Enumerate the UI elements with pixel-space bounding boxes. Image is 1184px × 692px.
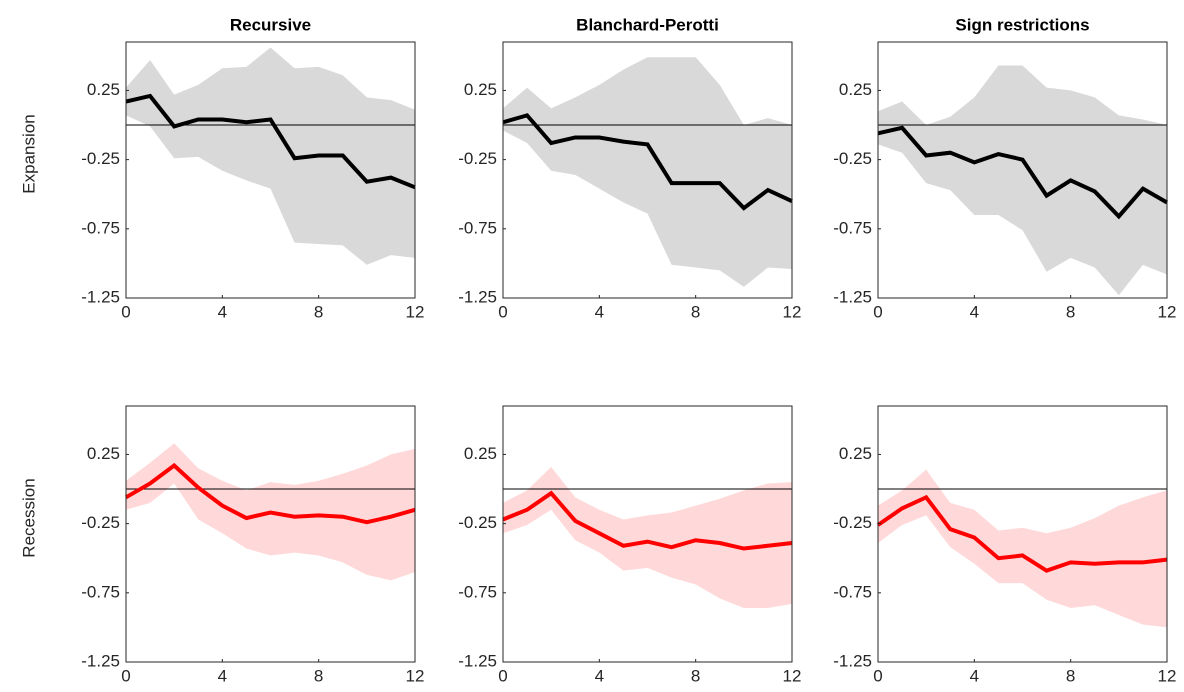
- response-line: [876, 494, 1168, 573]
- axes-frame: [877, 405, 1168, 663]
- y-tick-label: -0.75: [81, 218, 120, 237]
- x-tick-label: 0: [498, 666, 507, 685]
- y-tick-label: -0.75: [81, 582, 120, 601]
- axes-frame: [502, 41, 793, 299]
- response-line: [502, 113, 793, 211]
- x-tick-label: 12: [783, 302, 802, 321]
- subplot-title: Recursive: [230, 15, 311, 34]
- confidence-band: [878, 65, 1167, 296]
- confidence-band: [503, 466, 792, 609]
- subplot-title: Blanchard-Perotti: [576, 15, 719, 34]
- x-tick-label: 4: [970, 302, 979, 321]
- x-tick-label: 0: [873, 302, 882, 321]
- confidence-band: [126, 47, 415, 265]
- y-tick-label: 0.25: [87, 444, 120, 463]
- x-tick-label: 0: [121, 666, 130, 685]
- x-tick-label: 12: [783, 666, 802, 685]
- x-tick-label: 12: [1158, 666, 1177, 685]
- y-tick-label: -0.75: [458, 582, 497, 601]
- y-tick-label: 0.25: [464, 444, 497, 463]
- y-tick-label: -1.25: [81, 651, 120, 670]
- y-tick-label: 0.25: [839, 444, 872, 463]
- y-tick-label: 0.25: [464, 80, 497, 99]
- y-tick-label: -0.25: [458, 149, 497, 168]
- x-tick-label: 4: [970, 666, 979, 685]
- axes-frame: [125, 41, 416, 299]
- y-tick-label: -1.25: [833, 651, 872, 670]
- response-line: [125, 462, 416, 525]
- y-tick-label: -0.25: [833, 149, 872, 168]
- axes-frame: [502, 405, 793, 663]
- y-tick-label: -1.25: [833, 287, 872, 306]
- confidence-band: [503, 57, 792, 287]
- response-line: [502, 490, 793, 551]
- x-tick-label: 4: [595, 302, 604, 321]
- x-tick-label: 4: [218, 666, 227, 685]
- y-tick-label: -0.25: [833, 513, 872, 532]
- y-tick-label: -0.25: [458, 513, 497, 532]
- y-tick-label: -1.25: [458, 651, 497, 670]
- x-tick-label: 8: [691, 666, 700, 685]
- subplot-title: Sign restrictions: [955, 15, 1089, 34]
- x-tick-label: 12: [1158, 302, 1177, 321]
- y-tick-label: -0.75: [833, 218, 872, 237]
- x-tick-label: 12: [406, 666, 425, 685]
- x-tick-label: 12: [406, 302, 425, 321]
- y-tick-label: 0.25: [839, 80, 872, 99]
- x-tick-label: 4: [218, 302, 227, 321]
- y-tick-label: 0.25: [87, 80, 120, 99]
- y-tick-label: -0.75: [833, 582, 872, 601]
- response-line: [877, 125, 1168, 220]
- confidence-band: [878, 469, 1167, 628]
- x-tick-label: 0: [121, 302, 130, 321]
- response-line: [125, 93, 416, 190]
- y-tick-label: -1.25: [81, 287, 120, 306]
- y-axis-label: Recession: [19, 478, 38, 557]
- y-tick-label: -0.75: [458, 218, 497, 237]
- x-tick-label: 0: [873, 666, 882, 685]
- x-tick-label: 0: [498, 302, 507, 321]
- axes-frame: [877, 41, 1168, 299]
- x-tick-label: 4: [595, 666, 604, 685]
- axes-frame: [125, 405, 416, 663]
- x-tick-label: 8: [314, 666, 323, 685]
- y-tick-label: -0.25: [81, 149, 120, 168]
- x-tick-label: 8: [691, 302, 700, 321]
- y-tick-label: -1.25: [458, 287, 497, 306]
- x-tick-label: 8: [314, 302, 323, 321]
- x-tick-label: 8: [1066, 666, 1075, 685]
- x-tick-label: 8: [1066, 302, 1075, 321]
- y-tick-label: -0.25: [81, 513, 120, 532]
- y-axis-label: Expansion: [19, 114, 38, 193]
